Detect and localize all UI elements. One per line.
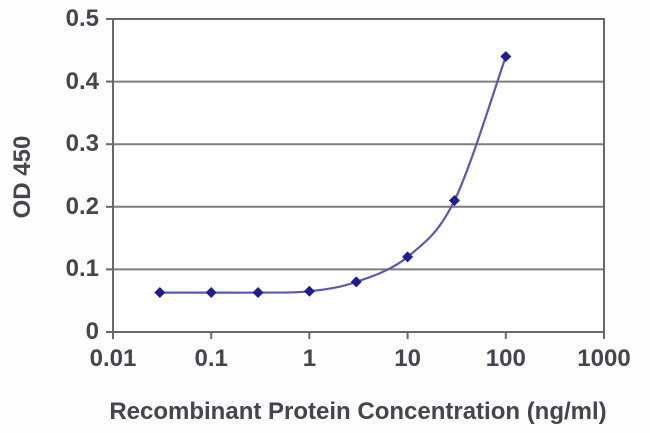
data-point-marker [448,195,460,207]
data-point-marker [154,287,166,299]
y-tick-label: 0.2 [65,192,99,220]
y-axis-title: OD 450 [9,135,36,219]
plot-border [112,18,605,333]
series-curve [159,56,507,294]
data-point-marker [500,51,512,63]
x-tick-label: 0.01 [89,345,137,372]
x-tick-label: 10 [394,345,421,372]
data-point-marker [402,251,414,263]
y-tick-label: 0.4 [65,67,99,95]
y-tick-label: 0.5 [65,5,99,32]
y-tick-label: 0.1 [65,255,99,283]
data-point-marker [303,285,315,297]
x-tick-label: 0.1 [194,345,228,372]
data-point-marker [205,287,217,299]
x-tick-label: 100 [485,345,526,372]
x-tick-label: 1000 [577,345,631,372]
x-tick-label: 1 [302,345,317,372]
y-tick-label: 0 [85,318,99,345]
data-point-marker [350,276,362,288]
data-point-marker [252,287,264,299]
y-tick-label: 0.3 [65,130,99,158]
x-axis-title: Recombinant Protein Concentration (ng/ml… [109,398,607,425]
